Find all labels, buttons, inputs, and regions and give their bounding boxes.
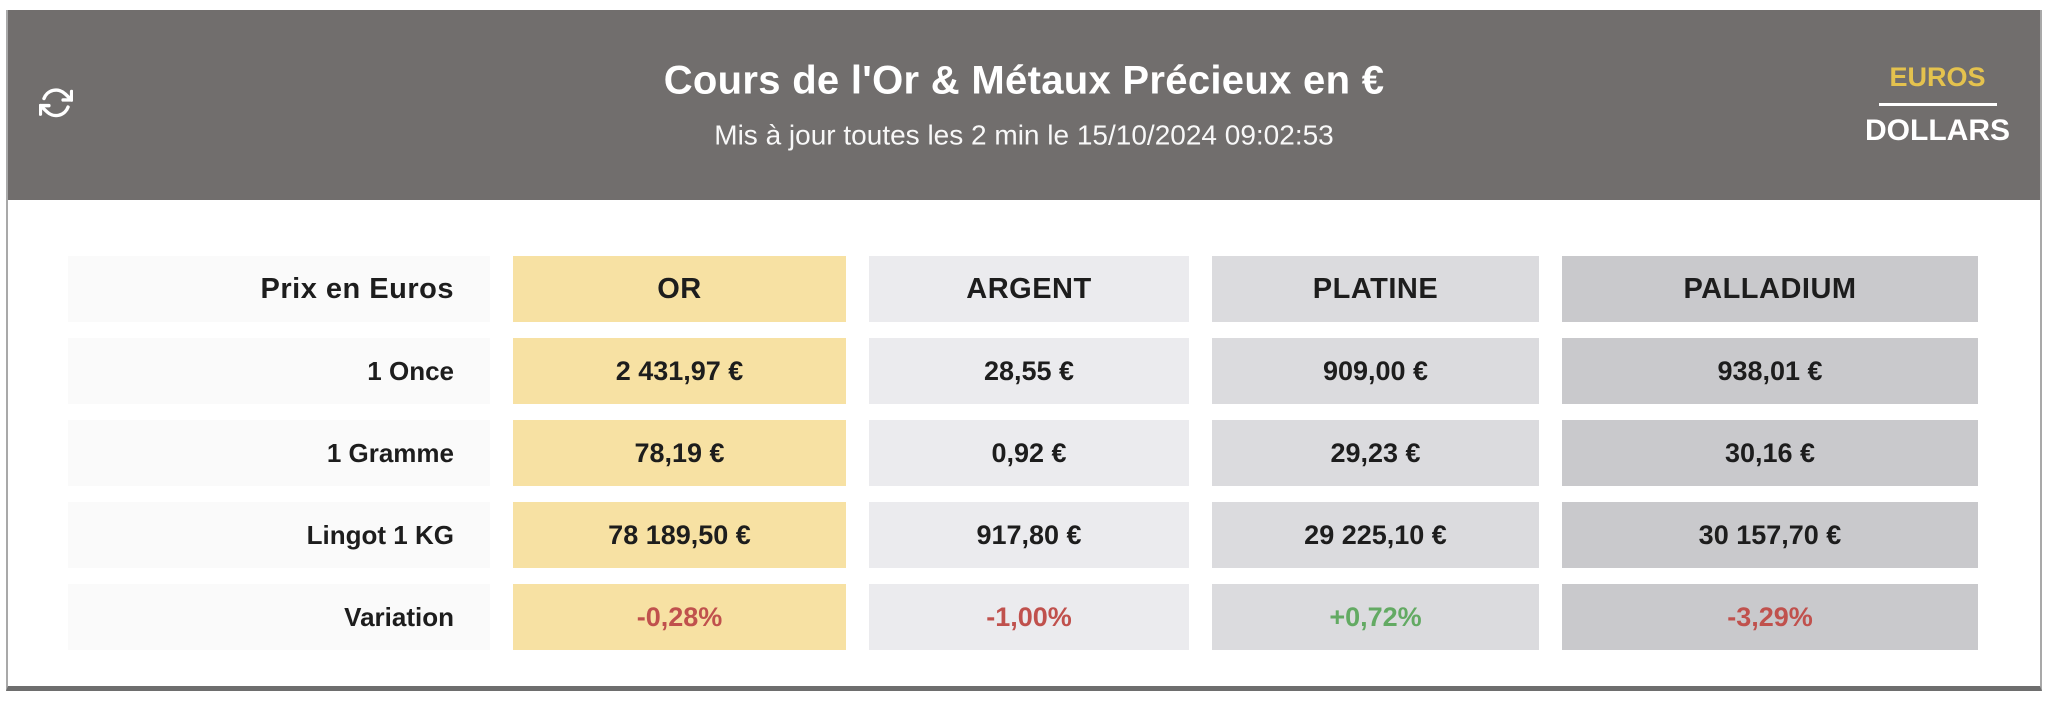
column-header-palladium: PALLADIUM (1562, 256, 1978, 322)
price-table: Prix en Euros OR ARGENT PLATINE PALLADIUM 1 O… (68, 256, 1978, 650)
gold-price-widget: Cours de l'Or & Métaux Précieux en € Mis… (6, 10, 2042, 691)
row-label-1-gramme: 1 Gramme (68, 420, 490, 486)
corner-label-prix-en-euros: Prix en Euros (68, 256, 490, 322)
price-cell-or-1-gramme: 78,19 € (513, 420, 846, 486)
price-cell-palladium-1-once: 938,01 € (1562, 338, 1978, 404)
column-header-platine: PLATINE (1212, 256, 1539, 322)
price-table-area: Prix en Euros OR ARGENT PLATINE PALLADIUM 1 O… (8, 200, 2040, 686)
price-cell-argent-lingot-1-kg: 917,80 € (869, 502, 1189, 568)
price-cell-or-lingot-1-kg: 78 189,50 € (513, 502, 846, 568)
page-title: Cours de l'Or & Métaux Précieux en € (663, 58, 1385, 103)
last-updated-text: Mis à jour toutes les 2 min le 15/10/202… (714, 119, 1334, 151)
price-cell-palladium-1-gramme: 30,16 € (1562, 420, 1978, 486)
currency-divider (1878, 103, 1997, 106)
refresh-icon (39, 86, 73, 120)
column-header-argent: ARGENT (869, 256, 1189, 322)
row-label-variation: Variation (68, 584, 490, 650)
price-cell-platine-1-gramme: 29,23 € (1212, 420, 1539, 486)
row-label-lingot-1-kg: Lingot 1 KG (68, 502, 490, 568)
currency-option-dollars[interactable]: DOLLARS (1865, 114, 2010, 147)
price-cell-argent-1-once: 28,55 € (869, 338, 1189, 404)
refresh-button[interactable] (34, 81, 78, 125)
column-header-or: OR (513, 256, 846, 322)
price-cell-or-1-once: 2 431,97 € (513, 338, 846, 404)
currency-toggle: EUROS DOLLARS (1865, 64, 2010, 146)
header-title-block: Cours de l'Or & Métaux Précieux en € Mis… (8, 59, 2040, 152)
price-cell-argent-1-gramme: 0,92 € (869, 420, 1189, 486)
widget-header: Cours de l'Or & Métaux Précieux en € Mis… (8, 10, 2040, 200)
price-cell-palladium-variation: -3,29% (1562, 584, 1978, 650)
row-label-1-once: 1 Once (68, 338, 490, 404)
price-cell-or-variation: -0,28% (513, 584, 846, 650)
price-cell-platine-lingot-1-kg: 29 225,10 € (1212, 502, 1539, 568)
price-cell-platine-1-once: 909,00 € (1212, 338, 1539, 404)
currency-option-euros[interactable]: EUROS (1889, 62, 1986, 92)
price-cell-argent-variation: -1,00% (869, 584, 1189, 650)
price-cell-platine-variation: +0,72% (1212, 584, 1539, 650)
price-cell-palladium-lingot-1-kg: 30 157,70 € (1562, 502, 1978, 568)
